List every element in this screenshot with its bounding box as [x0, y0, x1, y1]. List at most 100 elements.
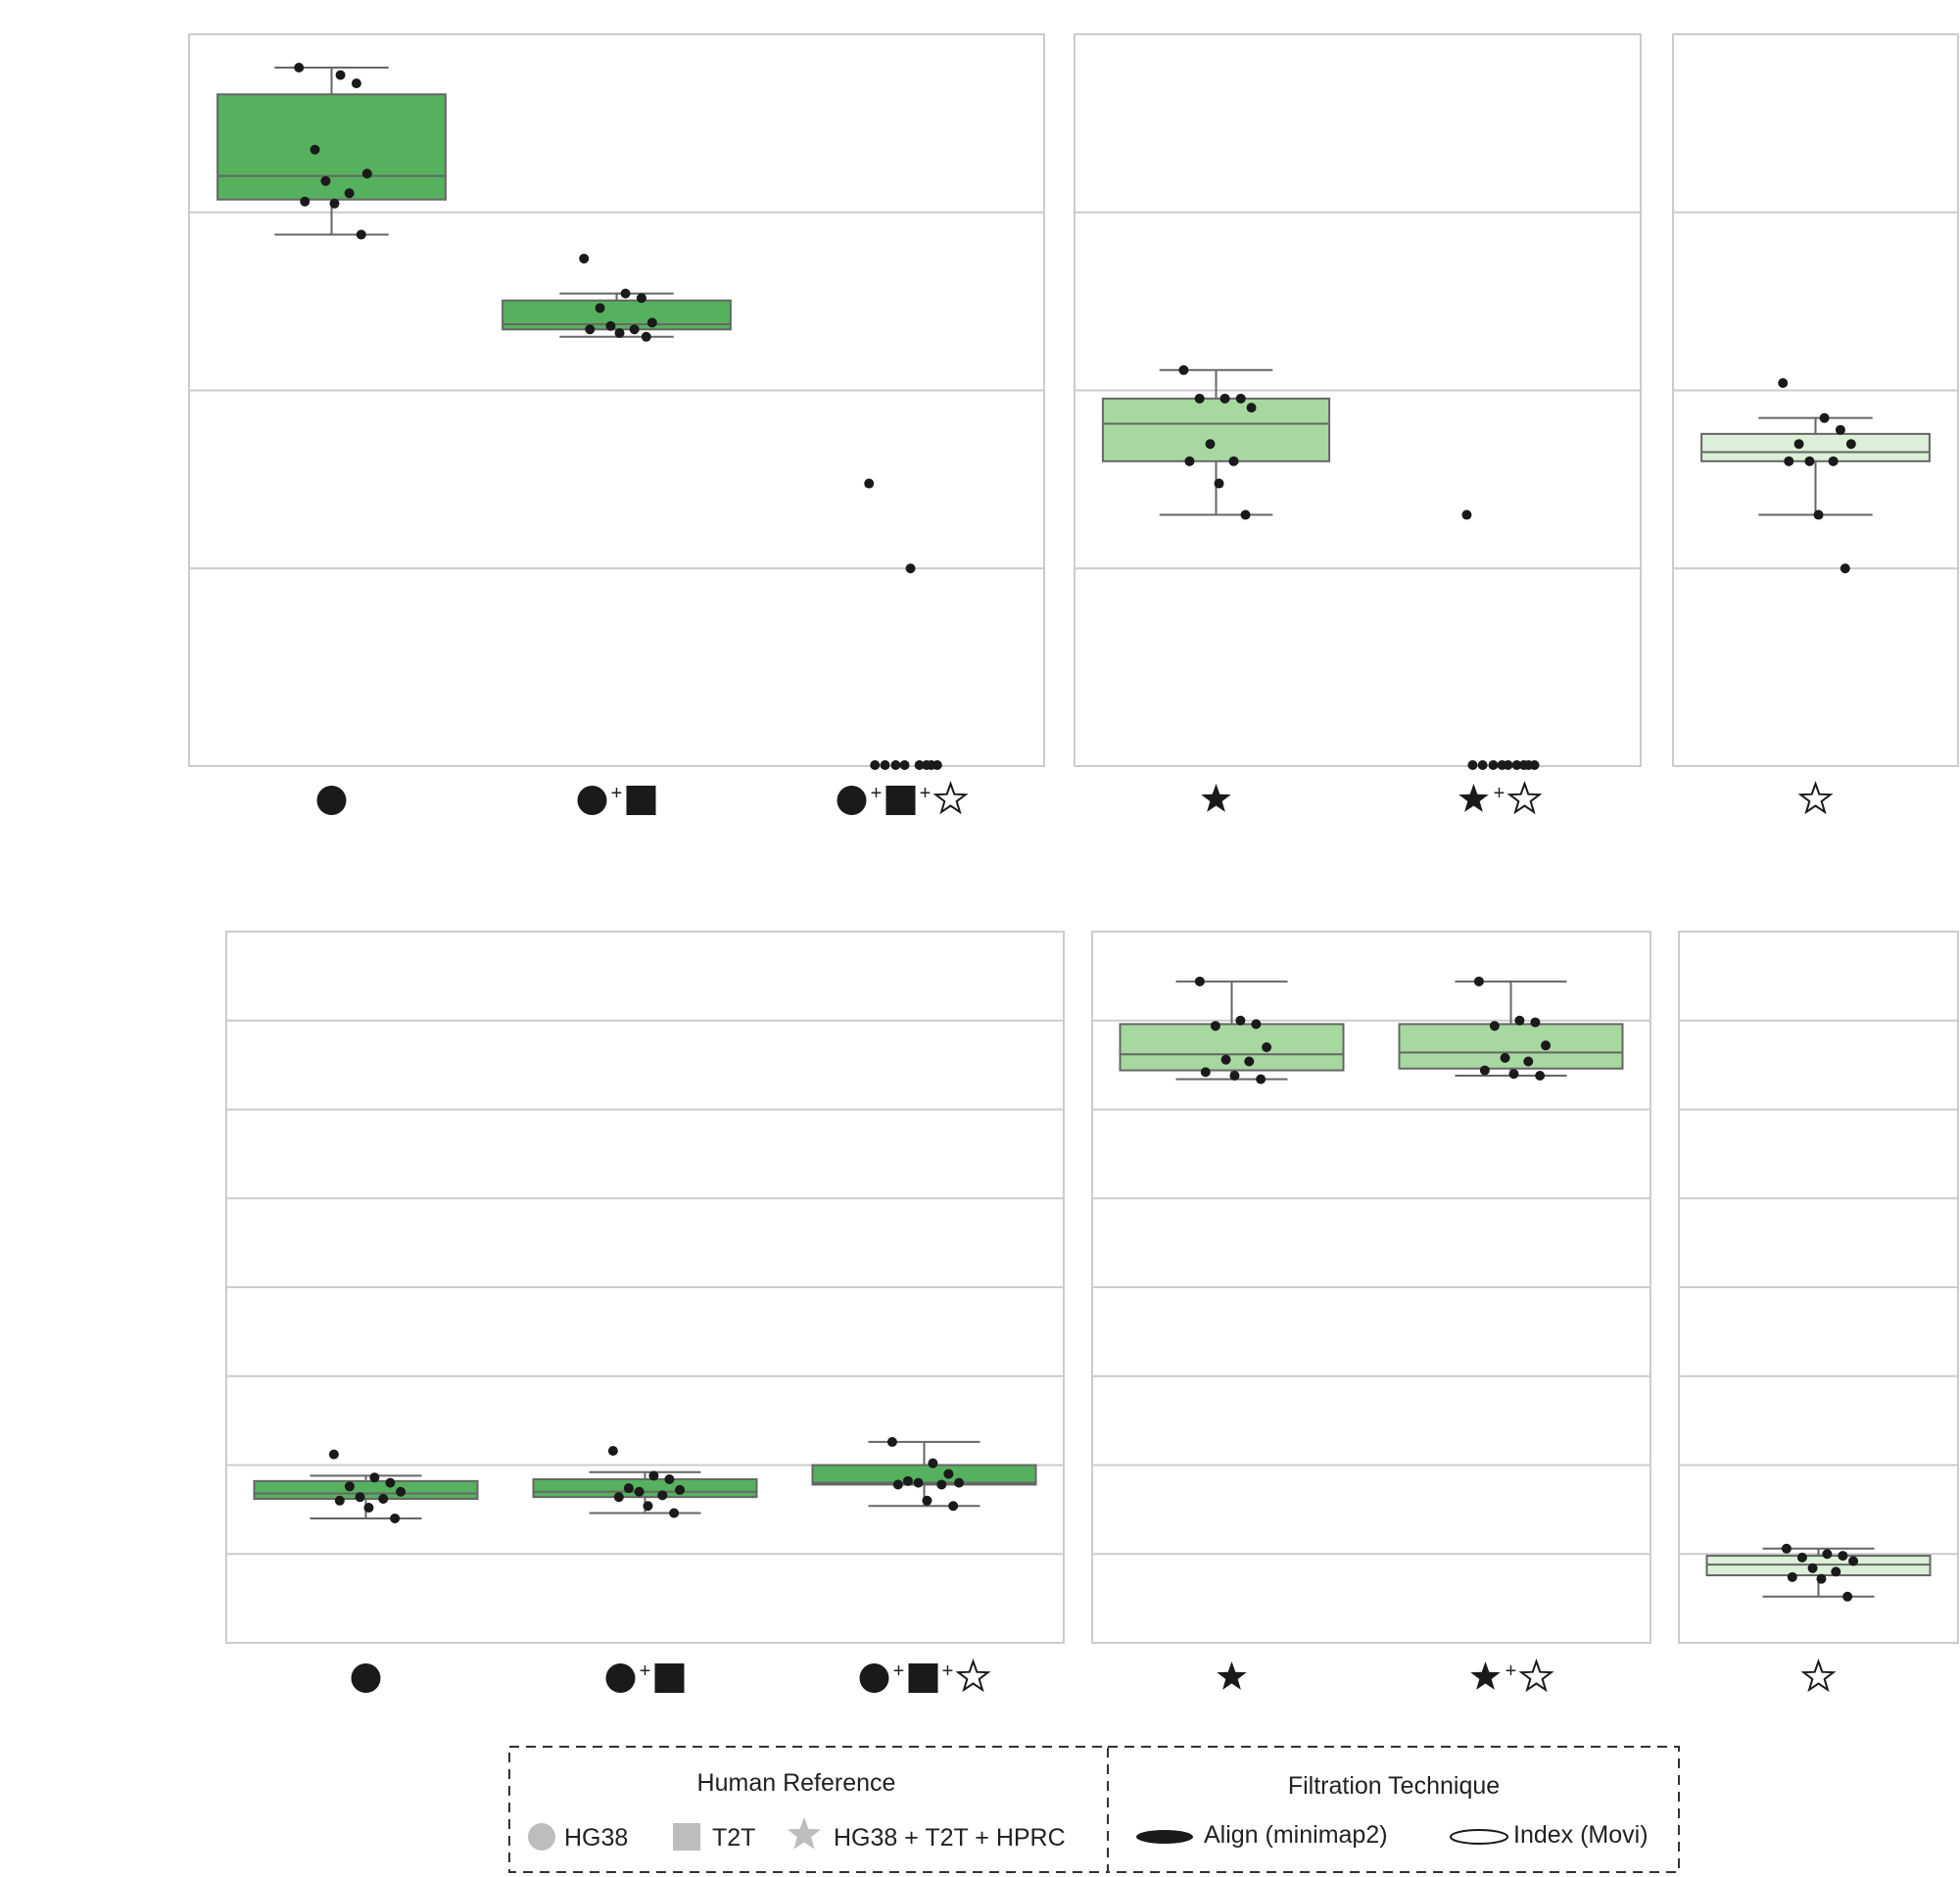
- data-point: [1523, 1056, 1534, 1067]
- data-point: [675, 1484, 686, 1495]
- facet-1-group-3-plus-sign: +: [893, 1660, 905, 1682]
- box-group-3: [864, 478, 942, 770]
- data-point: [1477, 760, 1488, 770]
- data-point: [310, 144, 320, 155]
- data-point: [1210, 1021, 1220, 1032]
- iqr-box: [216, 93, 447, 201]
- data-point: [385, 1477, 396, 1488]
- box-group-2: [1398, 976, 1624, 1082]
- iqr-box: [1700, 432, 1931, 462]
- data-point: [1845, 439, 1856, 450]
- data-point: [620, 288, 631, 299]
- data-point: [1807, 1563, 1818, 1573]
- data-point: [1541, 1040, 1552, 1051]
- data-point: [390, 1513, 401, 1523]
- legend-align-minimap2-label: Align (minimap2): [1204, 1821, 1388, 1849]
- data-point: [369, 1472, 380, 1483]
- facet-frame: [1672, 33, 1959, 767]
- data-point: [1200, 1067, 1211, 1078]
- data-point: [356, 229, 366, 240]
- legend-hprc-star-icon: [787, 1817, 822, 1850]
- facet-1-group-2-t2t-square-icon: [654, 1663, 685, 1693]
- legend-hg38-circle-icon: [528, 1823, 555, 1851]
- data-point: [669, 1508, 680, 1518]
- data-point: [396, 1486, 406, 1497]
- data-point: [1530, 1017, 1541, 1028]
- legend-filtration-frame: [1107, 1746, 1680, 1873]
- data-point: [1194, 393, 1205, 404]
- legend-hg38-label: HG38: [564, 1824, 628, 1852]
- data-point: [595, 303, 605, 313]
- facet-2-group-2-pangenome-index-star-icon: [1506, 781, 1543, 815]
- data-point: [1246, 403, 1257, 413]
- data-point: [1793, 439, 1804, 450]
- data-point: [1838, 1551, 1848, 1562]
- data-point: [344, 1481, 355, 1492]
- facet-1-group-3-t2t-square-icon: [885, 786, 916, 815]
- data-point: [922, 1495, 932, 1506]
- data-point: [1500, 1052, 1510, 1063]
- data-point: [605, 320, 616, 331]
- data-point: [1804, 456, 1815, 466]
- facet-2-group-1-pangenome-align-star-icon: [1217, 1661, 1247, 1690]
- data-point: [361, 168, 372, 179]
- data-point: [294, 63, 305, 73]
- legend-hg38-t2t-hprc-label: HG38 + T2T + HPRC: [834, 1824, 1066, 1852]
- data-point: [943, 1468, 954, 1479]
- data-point: [334, 1495, 345, 1506]
- legend-human-reference-title: Human Reference: [697, 1769, 896, 1797]
- data-point: [890, 760, 901, 770]
- data-point: [335, 70, 346, 80]
- data-point: [936, 1479, 947, 1490]
- data-point: [1473, 976, 1484, 987]
- data-point: [1467, 760, 1478, 770]
- facet-3-method-3: [1678, 931, 1959, 1693]
- data-point: [1796, 1552, 1807, 1563]
- box-group-1: [1101, 364, 1331, 520]
- data-point: [864, 478, 875, 489]
- legend-t2t-square-icon: [673, 1823, 700, 1851]
- iqr-box: [253, 1479, 479, 1500]
- box-group-2: [532, 1445, 758, 1518]
- data-point: [1235, 393, 1246, 404]
- data-point: [1479, 1065, 1490, 1076]
- data-point: [664, 1474, 675, 1485]
- data-point: [1219, 393, 1230, 404]
- iqr-box: [532, 1478, 758, 1499]
- data-point: [1514, 1015, 1525, 1026]
- data-point: [1240, 509, 1251, 520]
- box-group-1: [1119, 976, 1345, 1084]
- data-point: [1184, 456, 1195, 466]
- facet-1-group-3-t2t-square-icon: [908, 1663, 938, 1693]
- iqr-box: [1119, 1023, 1345, 1072]
- data-point: [351, 78, 361, 89]
- facet-1-group-2-plus-sign: +: [640, 1660, 651, 1682]
- data-point: [629, 324, 640, 335]
- box-group-1: [1700, 377, 1931, 574]
- data-point: [880, 760, 890, 770]
- data-point: [1214, 478, 1224, 489]
- data-point: [614, 327, 625, 338]
- data-point: [585, 324, 596, 335]
- data-point: [1781, 1543, 1792, 1554]
- iqr-box: [811, 1464, 1037, 1486]
- facet-1-group-2-hg38-circle-icon: [577, 786, 607, 815]
- data-point: [613, 1492, 624, 1503]
- facet-1-group-3-hg38-circle-icon: [859, 1663, 889, 1693]
- data-point: [378, 1493, 389, 1504]
- data-point: [902, 1475, 913, 1486]
- data-point: [899, 760, 910, 770]
- panel-a-remaining-human-read-count: + + + +: [188, 33, 1959, 815]
- facet-1-group-3-plus-sign: +: [942, 1660, 954, 1682]
- data-point: [1220, 1054, 1231, 1065]
- data-point: [1489, 1021, 1500, 1032]
- facet-1-group-3-pangenome-index-star-icon: [932, 781, 969, 815]
- facet-1-method-1: + + +: [188, 33, 1045, 815]
- data-point: [636, 293, 646, 304]
- facet-2-group-2-plus-sign: +: [1494, 783, 1506, 804]
- facet-frame: [1678, 931, 1959, 1644]
- data-point: [1235, 1015, 1246, 1026]
- data-point: [1816, 1573, 1827, 1584]
- legend-filtration-technique-title: Filtration Technique: [1288, 1772, 1500, 1800]
